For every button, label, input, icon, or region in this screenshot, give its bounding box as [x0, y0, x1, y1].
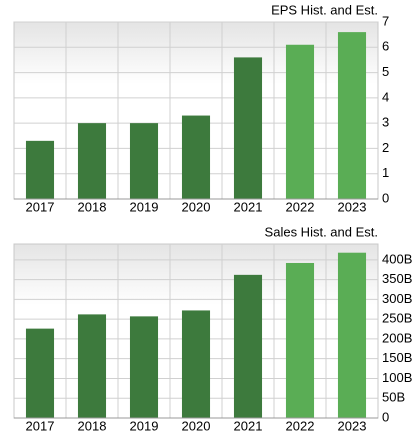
y-tick-label: 6 — [382, 39, 389, 54]
bar — [233, 57, 263, 200]
x-tick-label: 2018 — [78, 199, 107, 214]
x-tick-label: 2019 — [130, 418, 159, 433]
y-tick-label: 7 — [382, 13, 389, 28]
y-tick-label: 1 — [382, 165, 389, 180]
y-tick-label: 200B — [382, 330, 412, 345]
y-tick-label: 100B — [382, 370, 412, 385]
y-tick-label: 350B — [382, 271, 412, 286]
x-tick-label: 2020 — [182, 418, 211, 433]
x-tick-label: 2017 — [26, 199, 55, 214]
chart-title: EPS Hist. and Est. — [271, 2, 378, 17]
chart-title: Sales Hist. and Est. — [265, 224, 378, 239]
bar — [129, 316, 159, 418]
bar — [25, 140, 55, 199]
y-tick-label: 0 — [382, 190, 389, 205]
bar — [285, 262, 315, 418]
y-tick-label: 5 — [382, 64, 389, 79]
x-tick-label: 2022 — [286, 418, 315, 433]
x-tick-label: 2023 — [338, 199, 367, 214]
bar — [129, 123, 159, 199]
y-tick-label: 150B — [382, 350, 412, 365]
y-tick-label: 4 — [382, 89, 389, 104]
y-tick-label: 0 — [382, 409, 389, 424]
x-tick-label: 2017 — [26, 418, 55, 433]
bar — [285, 44, 315, 199]
y-tick-label: 250B — [382, 311, 412, 326]
x-tick-label: 2021 — [234, 199, 263, 214]
bar — [25, 328, 55, 418]
x-tick-label: 2018 — [78, 418, 107, 433]
x-tick-label: 2020 — [182, 199, 211, 214]
y-tick-label: 300B — [382, 291, 412, 306]
bar — [337, 32, 367, 199]
bar — [77, 314, 107, 418]
x-tick-label: 2022 — [286, 199, 315, 214]
bar — [181, 310, 211, 418]
bar — [337, 252, 367, 418]
y-tick-label: 50B — [382, 390, 405, 405]
x-tick-label: 2021 — [234, 418, 263, 433]
bar — [77, 123, 107, 199]
y-tick-label: 3 — [382, 115, 389, 130]
y-tick-label: 400B — [382, 251, 412, 266]
y-tick-label: 2 — [382, 140, 389, 155]
bar — [181, 115, 211, 199]
bar — [233, 274, 263, 418]
x-tick-label: 2023 — [338, 418, 367, 433]
x-tick-label: 2019 — [130, 199, 159, 214]
